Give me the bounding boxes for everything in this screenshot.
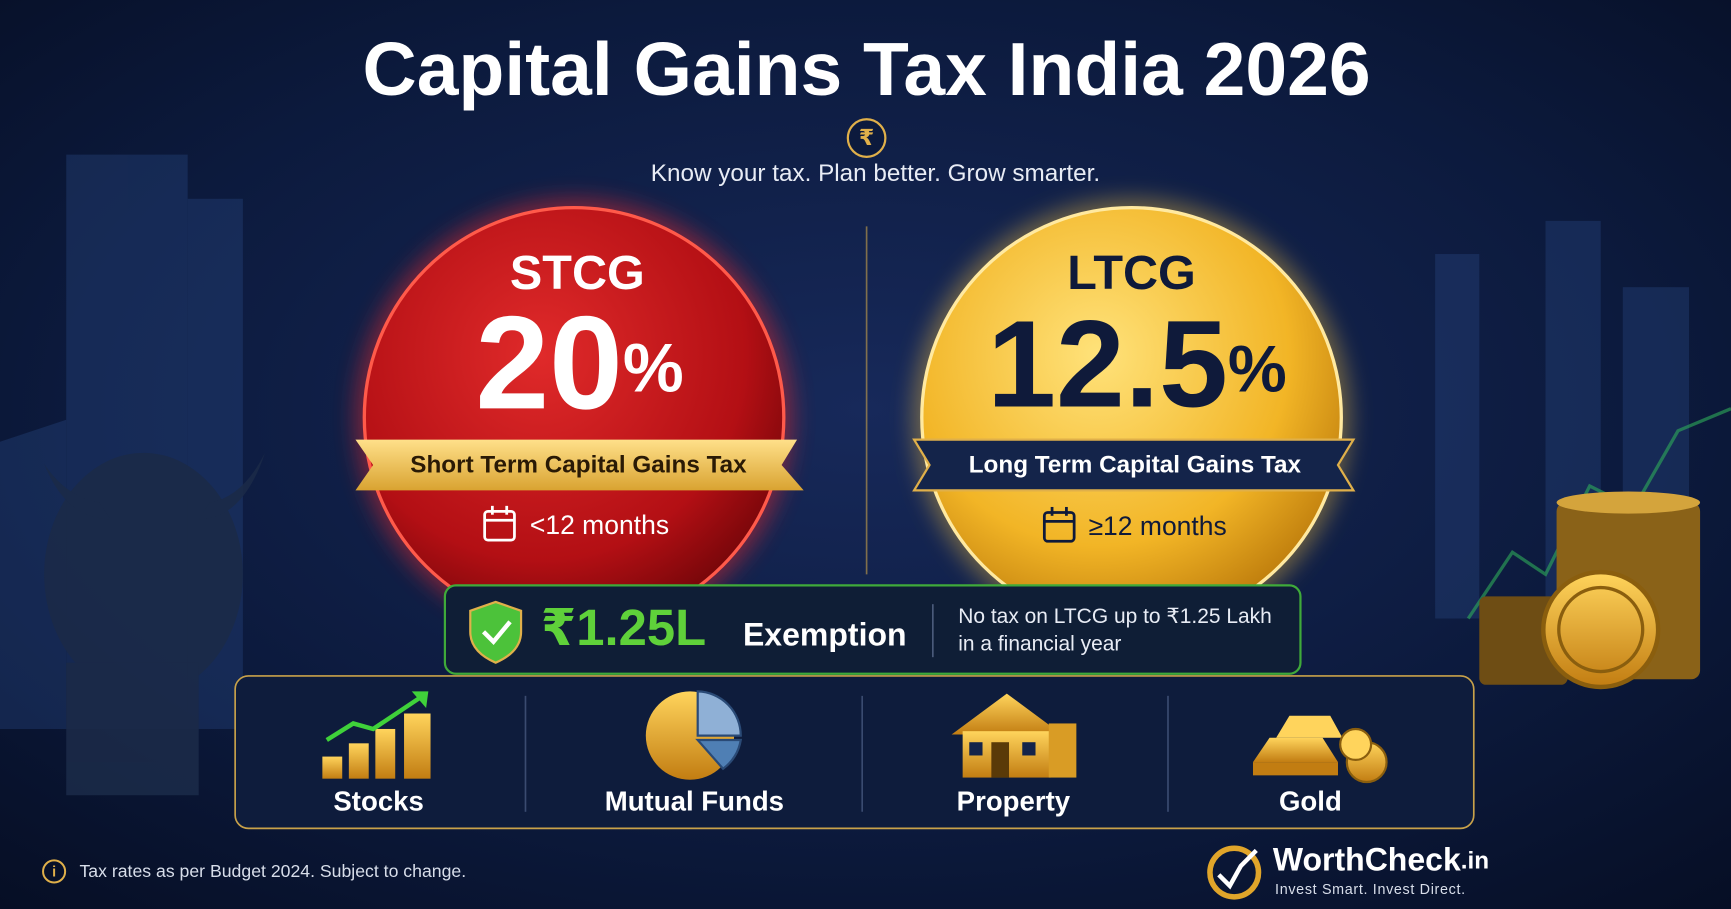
rate-value: 20 xyxy=(475,289,622,437)
brand-suffix: .in xyxy=(1461,848,1489,875)
gold-icon xyxy=(1252,715,1388,784)
stocks-icon xyxy=(322,691,431,779)
asset-label: Stocks xyxy=(333,785,423,816)
brand-name: WorthCheck.in xyxy=(1273,842,1489,878)
bull xyxy=(44,452,265,796)
stcg-label: STCG xyxy=(510,246,645,300)
rupee-badge xyxy=(846,118,887,158)
asset-label: Property xyxy=(957,785,1071,816)
exemption-box xyxy=(443,584,1302,675)
check-icon xyxy=(481,620,512,645)
rate-unit: % xyxy=(1228,332,1287,406)
stcg-period: <12 months xyxy=(530,510,669,540)
disclaimer: Tax rates as per Budget 2024. Subject to… xyxy=(79,861,466,881)
asset-label: Gold xyxy=(1279,785,1342,816)
stcg-rate: 20% xyxy=(475,289,683,437)
calendar-icon xyxy=(1042,506,1076,543)
calendar-icon xyxy=(483,505,516,542)
exemption-note: in a financial year xyxy=(958,633,1121,656)
title: Capital Gains Tax India 2026 xyxy=(363,27,1371,111)
rate-value: 12.5 xyxy=(987,295,1228,433)
exemption-label: Exemption xyxy=(743,617,907,653)
property-icon xyxy=(951,693,1077,778)
ltcg-rate: 12.5% xyxy=(987,295,1287,433)
exemption-note: No tax on LTCG up to ₹1.25 Lakh xyxy=(958,605,1272,628)
rupee-symbol: ₹ xyxy=(859,125,874,150)
coins xyxy=(1479,491,1701,690)
ltcg-ribbon xyxy=(912,438,1356,492)
exemption-amount: ₹1.25L xyxy=(541,599,706,656)
ltcg-description: Long Term Capital Gains Tax xyxy=(969,452,1302,479)
asset-label: Mutual Funds xyxy=(605,785,784,816)
assets-box xyxy=(234,675,1475,830)
tagline: Invest Smart. Invest Direct. xyxy=(1275,882,1466,898)
info-icon: i xyxy=(52,864,56,880)
brand: WorthCheck xyxy=(1273,842,1461,878)
brand-logo xyxy=(1207,845,1262,900)
rate-unit: % xyxy=(623,329,684,406)
shield-icon xyxy=(469,600,523,664)
stcg-ribbon xyxy=(355,439,804,491)
asset-dividers xyxy=(524,695,1169,812)
ltcg-label: LTCG xyxy=(1067,246,1196,300)
trend-line xyxy=(1466,407,1731,620)
info-circle xyxy=(42,859,67,884)
subtitle: Know your tax. Plan better. Grow smarter… xyxy=(651,160,1100,187)
ltcg-period: ≥12 months xyxy=(1088,511,1226,541)
mutual-funds-icon xyxy=(645,690,743,780)
stcg-description: Short Term Capital Gains Tax xyxy=(410,452,747,479)
